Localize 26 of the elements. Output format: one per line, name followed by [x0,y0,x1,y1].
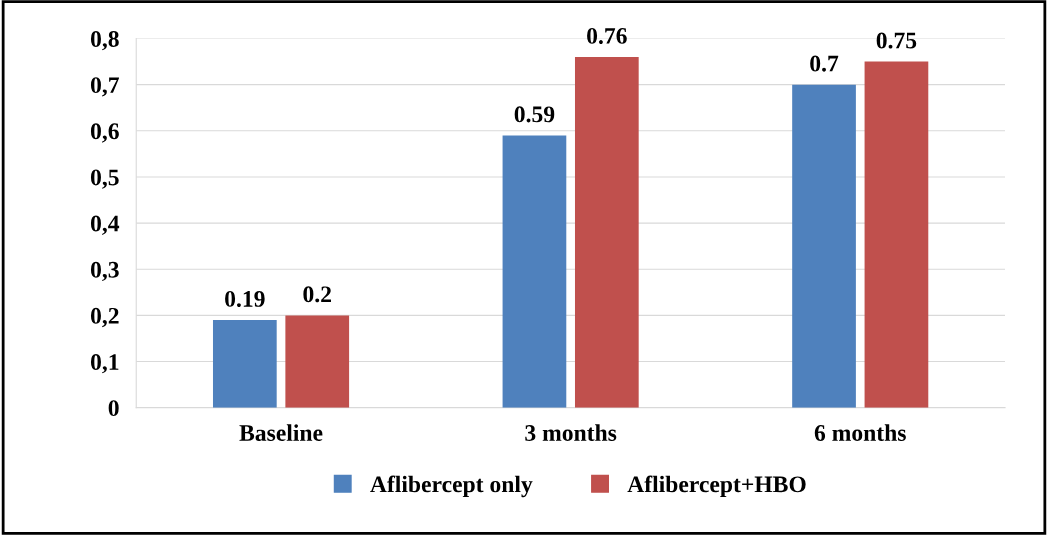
legend-label: Aflibercept+HBO [627,475,806,498]
x-tick-label: 6 months [814,424,906,441]
data-label: 0.7 [810,55,839,72]
y-tick-label: 0,3 [90,261,119,282]
bar [212,320,277,408]
y-tick-label: 0,8 [90,31,119,51]
bar [792,84,856,408]
data-label: 0.75 [876,32,917,49]
y-tick-label: 0,2 [90,307,119,328]
bar [574,56,639,408]
y-tick-label: 0 [108,400,119,417]
bar [864,61,929,408]
y-tick-label: 0,1 [90,354,119,374]
x-tick-label: 3 months [525,424,617,441]
legend-label: Aflibercept only [370,475,533,498]
y-tick-label: 0,7 [90,77,119,97]
bar [502,135,567,408]
y-tick-label: 0,6 [90,123,119,143]
y-tick-label: 0,4 [90,215,120,235]
data-label: 0.19 [225,290,265,307]
data-label: 0.2 [303,286,331,303]
bar [285,315,350,408]
y-tick-label: 0,5 [90,169,119,189]
data-label: 0.59 [514,106,555,123]
data-label: 0.76 [587,27,627,44]
x-tick-label: Baseline [239,424,323,441]
